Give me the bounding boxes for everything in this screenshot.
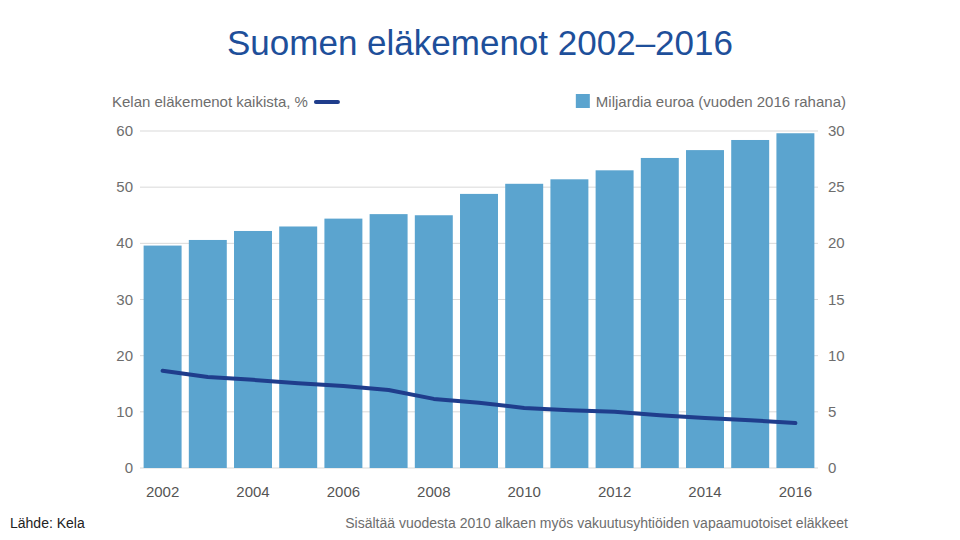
plot-area	[144, 133, 815, 468]
x-tick-label: 2014	[688, 483, 721, 500]
bar	[415, 215, 453, 468]
y2-tick-label: 15	[828, 291, 845, 308]
x-tick-label: 2002	[146, 483, 179, 500]
legend-swatch	[576, 94, 590, 108]
bar	[189, 240, 227, 468]
x-tick-label: 2016	[779, 483, 812, 500]
title: Suomen eläkemenot 2002–2016	[227, 23, 733, 62]
y-tick-label: 10	[116, 403, 133, 420]
y-tick-label: 0	[125, 459, 133, 476]
legend-label: Miljardia euroa (vuoden 2016 rahana)	[596, 93, 846, 110]
x-tick-label: 2008	[417, 483, 450, 500]
bar	[370, 214, 408, 468]
bar	[144, 246, 182, 468]
bar	[641, 158, 679, 468]
x-tick-label: 2004	[236, 483, 269, 500]
bar	[324, 219, 362, 468]
bar	[505, 184, 543, 468]
bar	[279, 226, 317, 468]
y-tick-label: 30	[116, 291, 133, 308]
y2-tick-label: 5	[828, 403, 836, 420]
note: Sisältää vuodesta 2010 alkaen myös vakuu…	[345, 515, 848, 531]
bar	[550, 179, 588, 468]
bar	[234, 231, 272, 468]
y2-tick-label: 10	[828, 347, 845, 364]
bar	[776, 133, 814, 468]
bar	[596, 170, 634, 468]
chart: Suomen eläkemenot 2002–20160102030405060…	[0, 0, 960, 540]
line	[163, 371, 796, 423]
x-tick-label: 2006	[327, 483, 360, 500]
legend-entry: Kelan eläkemenot kaikista, %	[112, 93, 338, 110]
y2-tick-label: 0	[828, 459, 836, 476]
y2-tick-label: 25	[828, 178, 845, 195]
bar	[460, 194, 498, 468]
x-tick-label: 2012	[598, 483, 631, 500]
source: Lähde: Kela	[10, 515, 85, 531]
x-tick-label: 2010	[508, 483, 541, 500]
y-tick-label: 50	[116, 178, 133, 195]
y2-tick-label: 30	[828, 122, 845, 139]
y-tick-label: 40	[116, 234, 133, 251]
y-tick-label: 60	[116, 122, 133, 139]
grid-line	[140, 131, 818, 132]
y2-tick-label: 20	[828, 234, 845, 251]
legend-swatch	[316, 100, 338, 104]
y-tick-label: 20	[116, 347, 133, 364]
legend-label: Kelan eläkemenot kaikista, %	[112, 93, 308, 110]
legend-entry: Miljardia euroa (vuoden 2016 rahana)	[576, 93, 846, 110]
